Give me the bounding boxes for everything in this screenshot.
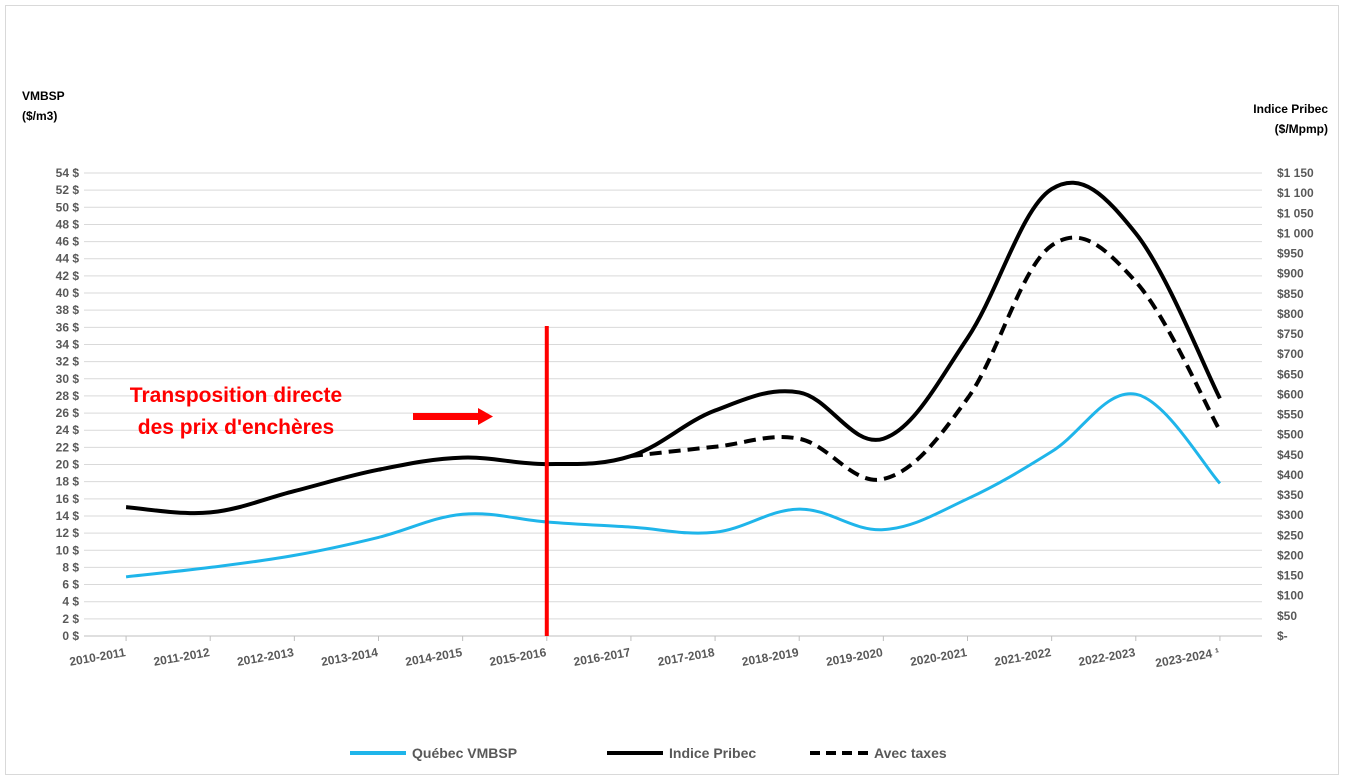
legend-label-vmbsp: Québec VMBSP (412, 745, 517, 761)
annotation-line-2: des prix d'enchères (138, 416, 334, 439)
right-axis-title-line-2: ($/Mpmp) (1275, 122, 1328, 136)
left-tick-label: 10 $ (56, 543, 80, 557)
left-tick-label: 48 $ (56, 217, 80, 231)
x-tick-label: 2014-2015 (404, 645, 463, 669)
x-tick-label: 2021-2022 (993, 645, 1052, 669)
right-tick-label: $850 (1277, 287, 1304, 301)
right-tick-label: $350 (1277, 488, 1304, 502)
left-tick-label: 22 $ (56, 440, 80, 454)
right-tick-label: $950 (1277, 247, 1304, 261)
right-tick-label: $600 (1277, 387, 1304, 401)
right-tick-label: $800 (1277, 307, 1304, 321)
left-tick-label: 52 $ (56, 183, 80, 197)
right-tick-label: $700 (1277, 347, 1304, 361)
right-tick-label: $1 050 (1277, 206, 1314, 220)
legend-label-pribec: Indice Pribec (669, 745, 756, 761)
right-tick-label: $1 100 (1277, 186, 1314, 200)
left-tick-label: 36 $ (56, 320, 80, 334)
left-tick-label: 38 $ (56, 303, 80, 317)
left-tick-label: 44 $ (56, 252, 80, 266)
left-tick-label: 40 $ (56, 286, 80, 300)
right-tick-label: $1 000 (1277, 226, 1314, 240)
left-tick-label: 18 $ (56, 475, 80, 489)
right-tick-label: $150 (1277, 569, 1304, 583)
left-tick-label: 2 $ (62, 612, 79, 626)
left-tick-label: 20 $ (56, 458, 80, 472)
left-tick-label: 26 $ (56, 406, 80, 420)
left-tick-label: 0 $ (62, 629, 79, 643)
x-tick-label: 2011-2012 (152, 645, 211, 669)
left-tick-label: 42 $ (56, 269, 80, 283)
x-axis-ticks: 2010-2011 2011-2012 2012-2013 2013-2014 2014… (68, 636, 1220, 670)
left-tick-label: 24 $ (56, 423, 80, 437)
left-tick-label: 12 $ (56, 526, 80, 540)
x-tick-label: 2010-2011 (68, 645, 127, 669)
arrow-head (478, 408, 493, 425)
x-tick-label: 2023-2024 ¹ (1154, 645, 1220, 670)
chart-frame (5, 5, 1339, 775)
series-line-quebec-vmbsp (125, 392, 1222, 579)
left-tick-label: 30 $ (56, 372, 80, 386)
x-tick-label: 2019-2020 (825, 645, 884, 669)
right-tick-label: $400 (1277, 468, 1304, 482)
left-tick-label: 54 $ (56, 166, 80, 180)
right-tick-label: $650 (1277, 367, 1304, 381)
right-tick-label: $500 (1277, 428, 1304, 442)
right-tick-label: $- (1277, 629, 1288, 643)
x-tick-label: 2022-2023 (1077, 645, 1136, 669)
right-tick-label: $250 (1277, 528, 1304, 542)
right-tick-label: $300 (1277, 508, 1304, 522)
left-axis-title-line-1: VMBSP (22, 89, 65, 103)
x-tick-label: 2012-2013 (236, 645, 295, 669)
left-tick-label: 34 $ (56, 337, 80, 351)
right-tick-label: $750 (1277, 327, 1304, 341)
left-tick-label: 16 $ (56, 492, 80, 506)
right-axis-ticks: $- $50 $100 $150 $200 $250 $300 $350 $400 $450 $50… (1277, 166, 1314, 643)
x-tick-label: 2013-2014 (320, 645, 379, 669)
left-tick-label: 6 $ (62, 578, 79, 592)
x-tick-label: 2015-2016 (488, 645, 547, 669)
x-tick-label: 2016-2017 (572, 645, 631, 669)
right-tick-label: $100 (1277, 589, 1304, 603)
x-tick-label: 2018-2019 (741, 645, 800, 669)
left-tick-label: 14 $ (56, 509, 80, 523)
x-tick-label: 2017-2018 (657, 645, 716, 669)
right-tick-label: $900 (1277, 267, 1304, 281)
right-tick-label: $1 150 (1277, 166, 1314, 180)
left-tick-label: 8 $ (62, 560, 79, 574)
left-tick-label: 32 $ (56, 355, 80, 369)
left-tick-label: 4 $ (62, 595, 79, 609)
gridlines (84, 172, 1262, 637)
arrow-shaft (413, 413, 479, 420)
annotation-arrow (413, 408, 493, 425)
left-axis-ticks: 0 $ 2 $ 4 $ 6 $ 8 $ 10 $ 12 $ 14 $ 16 $ 18 $ 20 $ 2… (56, 166, 80, 643)
right-tick-label: $450 (1277, 448, 1304, 462)
left-axis-title-line-2: ($/m3) (22, 109, 57, 123)
legend-label-avec-taxes: Avec taxes (874, 745, 947, 761)
right-tick-label: $50 (1277, 609, 1297, 623)
series-line-avec-taxes (630, 235, 1222, 482)
left-tick-label: 50 $ (56, 200, 80, 214)
left-tick-label: 28 $ (56, 389, 80, 403)
legend: Québec VMBSP Indice Pribec Avec taxes (350, 745, 947, 761)
x-tick-label: 2020-2021 (909, 645, 968, 669)
annotation-line-1: Transposition directe (130, 384, 342, 407)
right-tick-label: $200 (1277, 548, 1304, 562)
left-tick-label: 46 $ (56, 235, 80, 249)
right-tick-label: $550 (1277, 408, 1304, 422)
series-line-indice-pribec (125, 180, 1222, 516)
right-axis-title-line-1: Indice Pribec (1253, 102, 1328, 116)
series-lines (125, 180, 1222, 579)
